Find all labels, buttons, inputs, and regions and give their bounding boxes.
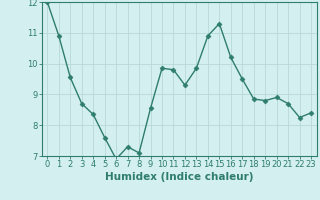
X-axis label: Humidex (Indice chaleur): Humidex (Indice chaleur) <box>105 172 253 182</box>
